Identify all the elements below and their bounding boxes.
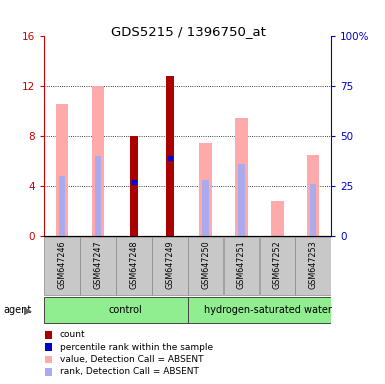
Text: GDS5215 / 1396750_at: GDS5215 / 1396750_at xyxy=(111,25,266,38)
Text: GSM647247: GSM647247 xyxy=(94,240,102,289)
Text: GSM647253: GSM647253 xyxy=(309,240,318,289)
Bar xyxy=(44,297,187,323)
Text: GSM647246: GSM647246 xyxy=(58,240,67,289)
Bar xyxy=(56,104,69,236)
Text: GSM647252: GSM647252 xyxy=(273,240,282,289)
Bar xyxy=(188,237,223,295)
Bar xyxy=(199,142,212,236)
Text: ▶: ▶ xyxy=(24,305,32,315)
Text: GSM647250: GSM647250 xyxy=(201,240,210,289)
Bar xyxy=(188,297,331,323)
Text: agent: agent xyxy=(4,305,32,315)
Bar xyxy=(166,76,174,236)
Text: GSM647249: GSM647249 xyxy=(165,240,174,289)
Bar xyxy=(235,118,248,236)
Text: hydrogen-saturated water: hydrogen-saturated water xyxy=(204,305,332,315)
Bar xyxy=(224,237,259,295)
Bar xyxy=(259,237,295,295)
Bar xyxy=(271,201,284,236)
Text: GSM647248: GSM647248 xyxy=(129,240,139,289)
Bar xyxy=(238,164,245,236)
Bar xyxy=(44,237,80,295)
Bar xyxy=(152,237,187,295)
Bar xyxy=(203,180,209,236)
Text: GSM647251: GSM647251 xyxy=(237,240,246,289)
Text: count: count xyxy=(60,330,85,339)
Text: value, Detection Call = ABSENT: value, Detection Call = ABSENT xyxy=(60,355,203,364)
Bar xyxy=(130,136,138,236)
Bar xyxy=(295,237,331,295)
Bar xyxy=(310,184,316,236)
Text: percentile rank within the sample: percentile rank within the sample xyxy=(60,343,213,352)
Bar xyxy=(95,156,101,236)
Text: control: control xyxy=(108,305,142,315)
Bar xyxy=(307,155,320,236)
Bar xyxy=(92,86,104,236)
Bar xyxy=(59,176,65,236)
Text: rank, Detection Call = ABSENT: rank, Detection Call = ABSENT xyxy=(60,367,199,376)
Bar xyxy=(116,237,152,295)
Bar xyxy=(80,237,116,295)
